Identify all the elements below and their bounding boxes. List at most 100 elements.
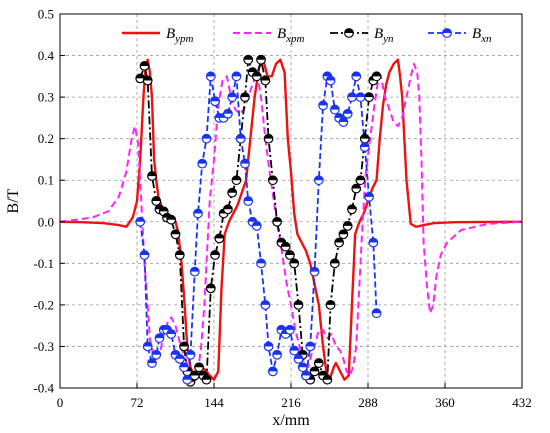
series-line-ypm	[59, 58, 523, 381]
marker-fill	[248, 217, 257, 222]
data-point-yn	[364, 92, 374, 103]
data-point-yn	[289, 258, 300, 269]
marker-fill	[323, 375, 332, 380]
legend-label-main: B	[374, 26, 383, 42]
marker-fill	[442, 28, 452, 33]
marker-fill	[223, 205, 233, 210]
marker-fill	[171, 229, 180, 235]
y-tick-label: 0.5	[38, 7, 54, 22]
marker-fill	[227, 188, 237, 193]
marker-fill	[277, 325, 286, 330]
legend-marker-yn	[344, 28, 354, 38]
axis-ticks	[59, 13, 523, 389]
data-point-xn	[368, 237, 379, 248]
marker-fill	[236, 134, 246, 139]
data-point-xn	[151, 349, 162, 360]
data-point-yn	[214, 233, 225, 244]
data-point-yn	[280, 241, 291, 252]
data-point-yn	[194, 362, 204, 373]
legend-label-xpm: Bxpm	[277, 26, 305, 45]
legend-label-main: B	[277, 26, 286, 42]
marker-fill	[326, 76, 335, 81]
data-point-yn	[334, 237, 345, 248]
marker-fill	[194, 362, 204, 368]
marker-fill	[372, 308, 381, 314]
marker-fill	[318, 101, 328, 106]
marker-fill	[334, 113, 344, 118]
y-tick-label: -0.4	[33, 381, 54, 396]
legend-label-ypm: Bypm	[166, 26, 194, 45]
y-tick-labels: -0.4 -0.3 -0.2 -0.1 0.0 0.1 0.2 0.3 0.4 0.5	[33, 7, 54, 396]
marker-fill	[206, 283, 216, 289]
data-point-yn	[205, 283, 216, 294]
x-tick-label: 360	[435, 395, 455, 410]
data-point-xn	[359, 142, 370, 152]
data-point-xn	[329, 104, 340, 115]
data-point-yn	[347, 204, 357, 215]
data-point-xn	[197, 158, 208, 169]
series-markers	[135, 54, 382, 387]
data-point-xn	[185, 349, 196, 360]
data-point-yn	[285, 250, 295, 260]
marker-fill	[151, 350, 161, 355]
marker-fill	[256, 259, 266, 264]
marker-fill	[162, 325, 172, 330]
marker-fill	[179, 362, 189, 368]
y-tick-label: 0.0	[38, 214, 54, 229]
data-point-xn	[142, 341, 153, 352]
data-point-xn	[351, 71, 362, 82]
data-point-xn	[179, 362, 189, 373]
series-line-xpm	[59, 62, 523, 381]
marker-fill	[305, 342, 315, 347]
marker-fill	[294, 300, 303, 305]
marker-fill	[147, 171, 157, 177]
data-point-xn	[139, 250, 150, 260]
data-point-xn	[342, 108, 353, 119]
marker-fill	[330, 259, 340, 264]
data-point-yn	[325, 299, 336, 310]
data-point-xn	[325, 75, 336, 86]
marker-fill	[159, 207, 169, 212]
data-point-xn	[235, 133, 246, 144]
marker-fill	[232, 72, 241, 77]
data-point-yn	[201, 374, 212, 385]
legend-label-subscript: yn	[382, 33, 394, 45]
data-point-yn	[293, 299, 304, 310]
marker-fill	[243, 55, 253, 60]
data-point-xn	[251, 221, 262, 231]
marker-fill	[347, 92, 357, 98]
series-line-yn	[139, 58, 378, 383]
marker-fill	[135, 74, 145, 79]
marker-fill	[140, 250, 149, 256]
marker-fill	[310, 267, 319, 272]
marker-fill	[248, 67, 257, 73]
y-tick-label: 0.4	[38, 48, 55, 63]
y-tick-label: 0.2	[38, 131, 54, 146]
data-point-xn	[260, 299, 271, 310]
data-point-xn	[318, 100, 328, 111]
data-point-xn	[182, 374, 193, 385]
data-point-yn	[151, 196, 162, 206]
data-point-xn	[355, 92, 366, 103]
data-point-yn	[240, 92, 250, 103]
data-point-xn	[263, 341, 274, 352]
marker-fill	[240, 92, 250, 98]
data-point-xn	[256, 258, 266, 269]
marker-fill	[227, 92, 237, 98]
data-point-yn	[329, 258, 340, 269]
data-point-yn	[174, 250, 185, 260]
data-point-xn	[205, 71, 216, 82]
marker-fill	[334, 238, 344, 243]
marker-fill	[199, 371, 208, 376]
marker-fill	[186, 350, 195, 355]
y-axis-title: B/T	[5, 188, 22, 213]
data-point-xn	[147, 358, 157, 368]
marker-fill	[140, 61, 149, 66]
marker-fill	[343, 221, 352, 226]
data-point-yn	[322, 374, 333, 385]
data-point-yn	[227, 187, 238, 198]
data-point-yn	[342, 221, 353, 231]
data-point-xn	[240, 158, 250, 169]
marker-fill	[202, 134, 211, 139]
marker-fill	[240, 159, 250, 164]
